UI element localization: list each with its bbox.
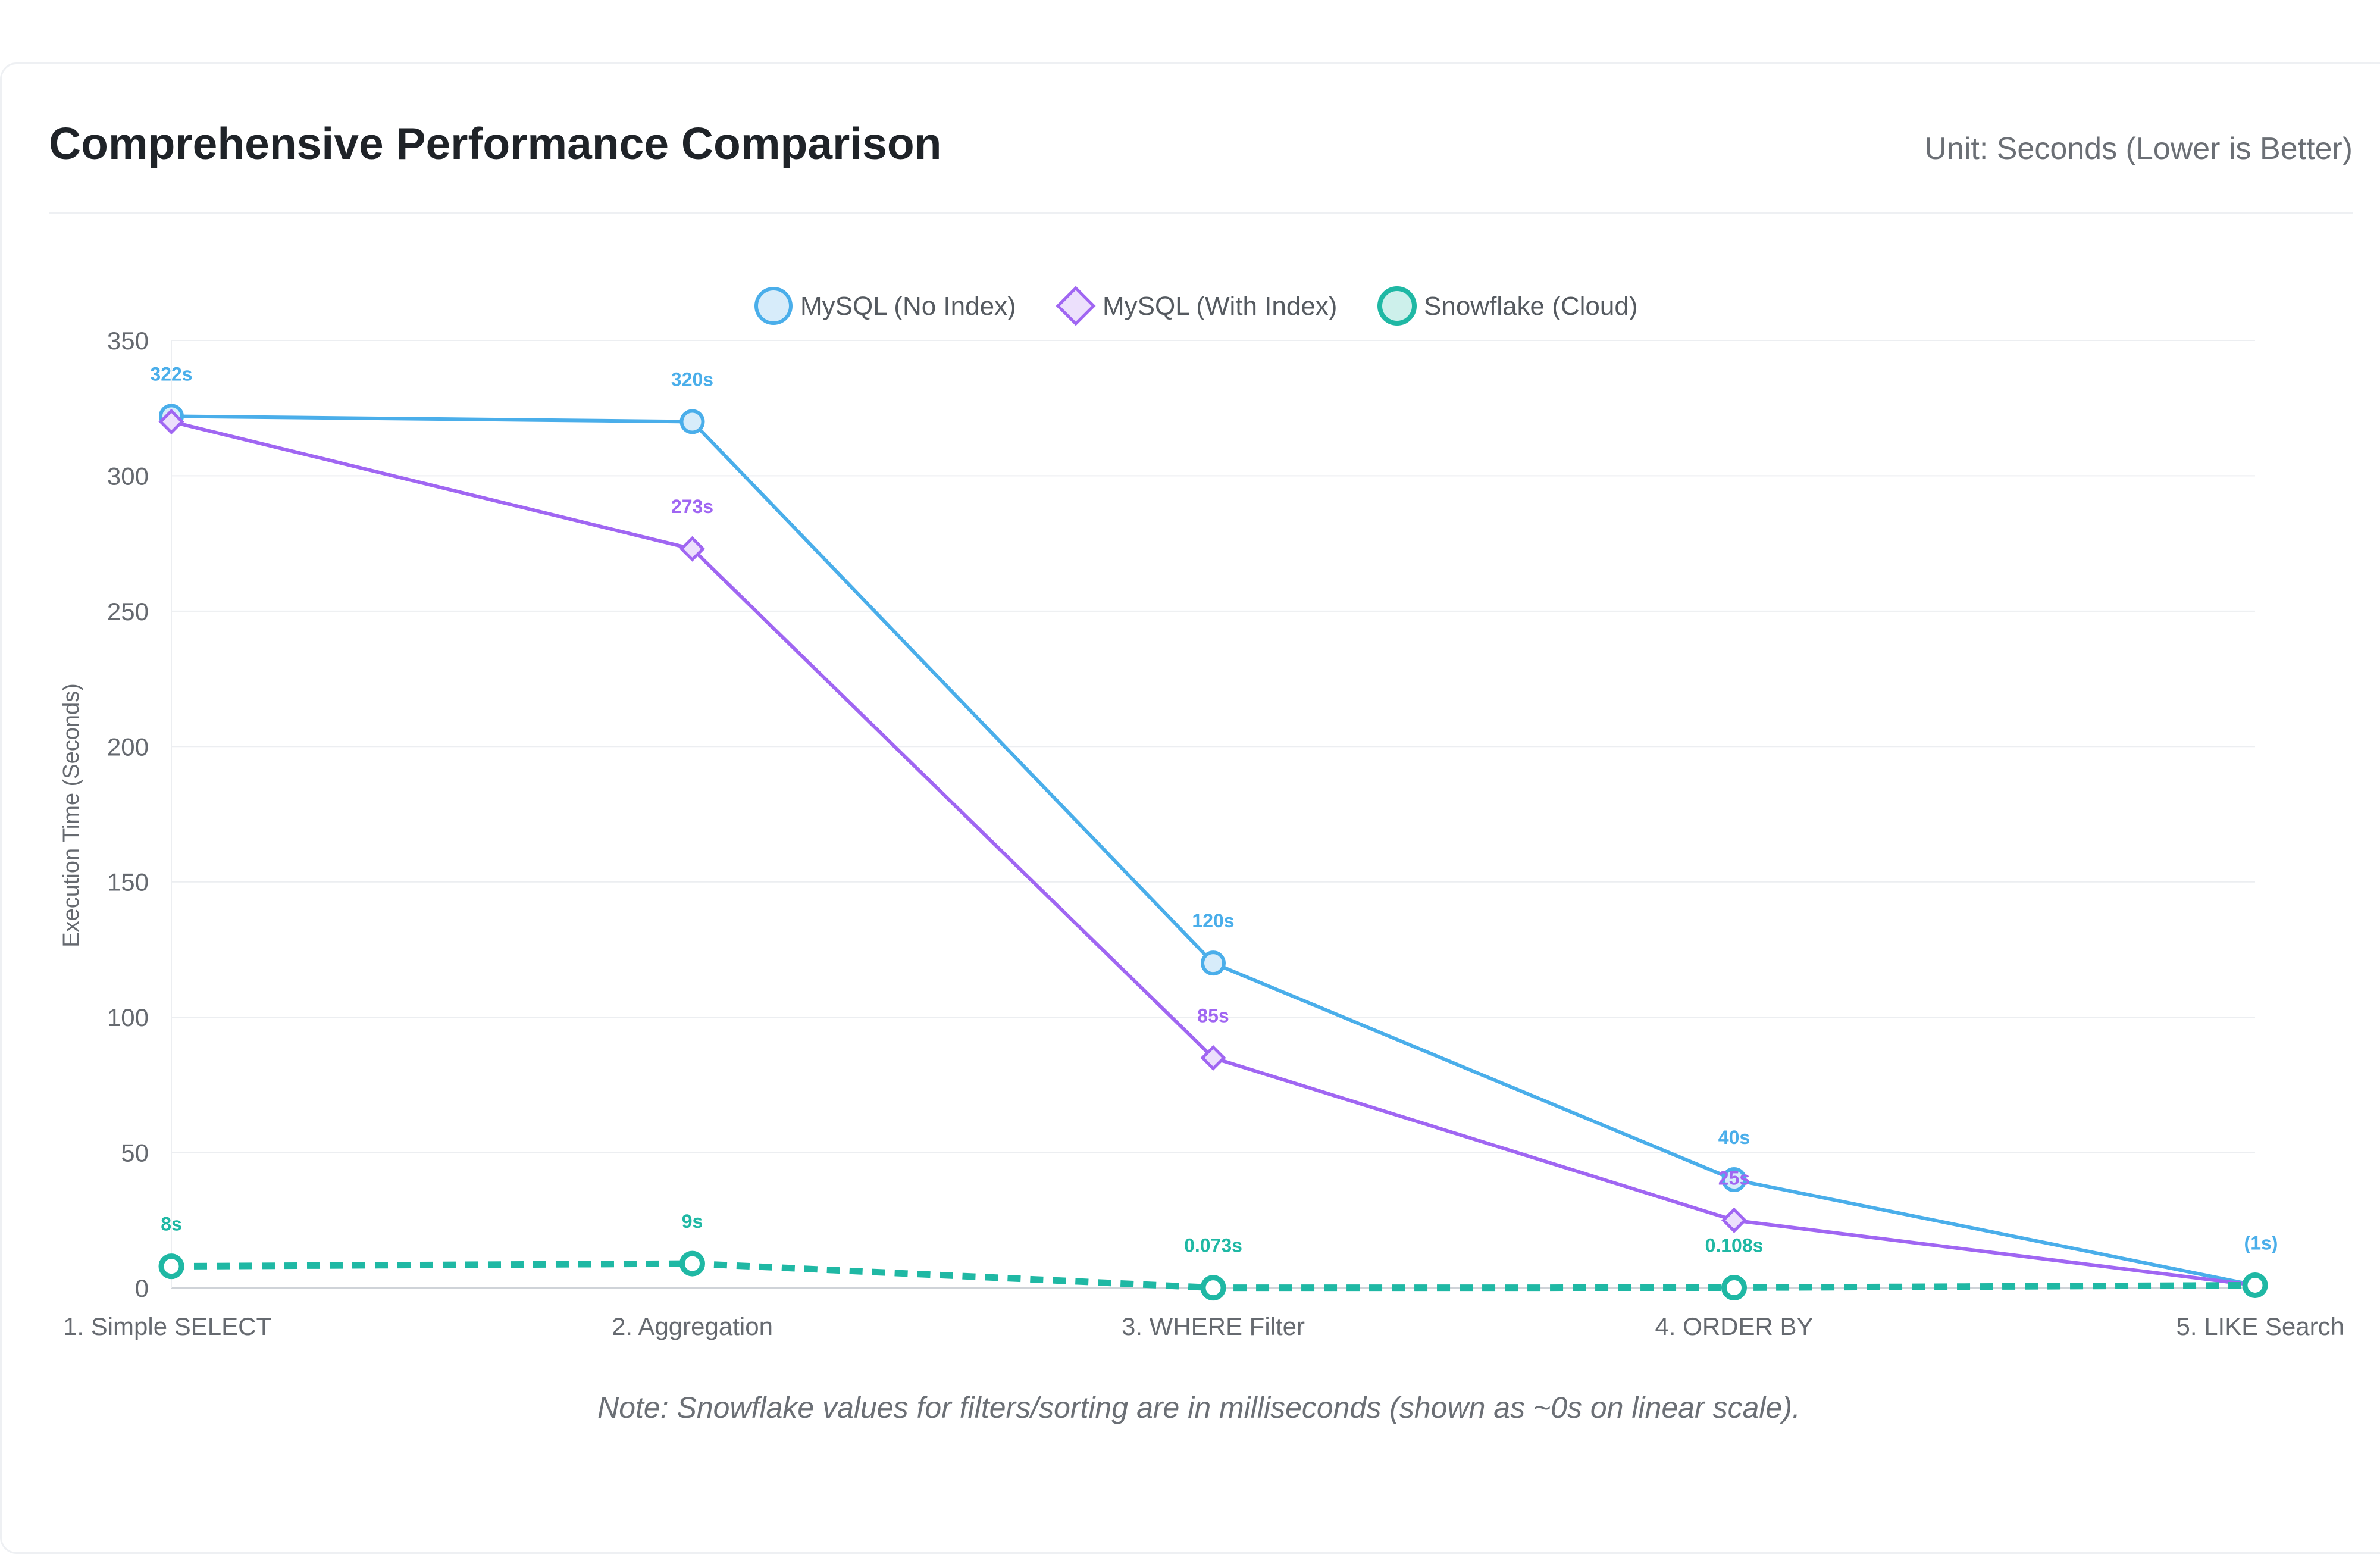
legend-label: Snowflake (Cloud) xyxy=(1424,292,1638,321)
legend-label: MySQL (No Index) xyxy=(800,292,1016,321)
data-label: 322s xyxy=(150,363,192,384)
x-tick-label: 1. Simple SELECT xyxy=(63,1312,271,1340)
data-point-circle[interactable] xyxy=(158,1253,184,1280)
series-markers[interactable] xyxy=(158,404,2268,1301)
y-tick-label: 300 xyxy=(107,462,149,490)
y-tick-label: 250 xyxy=(107,598,149,626)
data-point-circle[interactable] xyxy=(2242,1272,2268,1298)
data-label: 9s xyxy=(682,1211,703,1232)
y-tick-label: 0 xyxy=(135,1274,149,1302)
data-point-diamond[interactable] xyxy=(1721,1207,1748,1233)
data-point-circle[interactable] xyxy=(1201,950,1226,976)
legend[interactable]: MySQL (No Index) MySQL (With Index) Snowfl… xyxy=(754,286,1638,326)
data-point-circle[interactable] xyxy=(1721,1167,1747,1193)
data-labels: 322s 320s 120s 40s (1s) 273s 85s 25s 8s 9s 0.073s 0… xyxy=(150,363,2278,1256)
y-tick-label: 200 xyxy=(107,733,149,761)
x-tick-label: 5. LIKE Search xyxy=(2177,1312,2345,1340)
title-divider xyxy=(49,212,2353,214)
data-label: 85s xyxy=(1197,1005,1229,1026)
data-label: 320s xyxy=(671,368,713,390)
line-chart: 0 50 100 150 200 250 300 350 1. Simple SELECT 2. … xyxy=(59,286,2344,1340)
x-tick-label: 4. ORDER BY xyxy=(1655,1312,1813,1340)
y-axis-title: Execution Time (Seconds) xyxy=(59,683,84,948)
y-tick-label: 50 xyxy=(121,1139,149,1167)
data-point-diamond[interactable] xyxy=(679,536,706,562)
page: Comprehensive Performance Comparison Uni… xyxy=(0,62,2380,1554)
data-label: (1s) xyxy=(2244,1232,2278,1253)
data-label: 273s xyxy=(671,496,713,517)
data-label: 25s xyxy=(1718,1167,1750,1189)
unit-label: Unit: Seconds (Lower is Better) xyxy=(1924,132,2353,166)
y-tick-label: 350 xyxy=(107,327,149,355)
data-label: 8s xyxy=(161,1214,182,1235)
series-line-0 xyxy=(171,414,2256,1287)
page-title: Comprehensive Performance Comparison xyxy=(49,118,942,168)
legend-circle-swatch xyxy=(1377,286,1417,326)
data-point-diamond[interactable] xyxy=(1200,1045,1226,1071)
legend-diamond-swatch xyxy=(1056,286,1096,326)
data-label: 0.073s xyxy=(1184,1235,1242,1256)
data-point-circle[interactable] xyxy=(679,409,705,434)
data-label: 40s xyxy=(1718,1127,1750,1148)
y-tick-label: 150 xyxy=(107,868,149,896)
legend-item-0[interactable]: MySQL (No Index) xyxy=(754,287,1016,325)
gridlines xyxy=(171,340,2255,1289)
x-tick-label: 3. WHERE Filter xyxy=(1122,1312,1305,1340)
legend-item-1[interactable]: MySQL (With Index) xyxy=(1056,286,1337,326)
series-lines xyxy=(171,414,2256,1292)
chart-note: Note: Snowflake values for filters/sorti… xyxy=(597,1391,1800,1424)
data-point-diamond[interactable] xyxy=(158,408,184,434)
legend-circle-swatch xyxy=(754,287,793,325)
legend-label: MySQL (With Index) xyxy=(1103,292,1337,321)
data-point-circle[interactable] xyxy=(1200,1275,1226,1301)
series-line-1 xyxy=(171,420,2256,1287)
axes: 0 50 100 150 200 250 300 350 1. Simple SELECT 2. … xyxy=(59,327,2344,1340)
data-label: 0.108s xyxy=(1705,1235,1764,1256)
legend-item-2[interactable]: Snowflake (Cloud) xyxy=(1377,286,1638,326)
data-point-circle[interactable] xyxy=(679,1250,705,1277)
data-point-circle[interactable] xyxy=(1721,1275,1747,1301)
chart-card xyxy=(0,62,2380,1554)
y-tick-label: 100 xyxy=(107,1003,149,1031)
x-tick-label: 2. Aggregation xyxy=(612,1312,773,1340)
data-label: 120s xyxy=(1192,910,1234,931)
